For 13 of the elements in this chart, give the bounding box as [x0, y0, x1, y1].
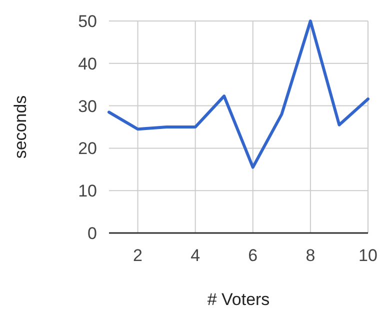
- y-tick-label: 50: [78, 12, 97, 31]
- x-tick-label: 8: [306, 246, 316, 265]
- y-tick-label: 40: [78, 54, 97, 74]
- x-tick-label: 6: [248, 246, 258, 265]
- x-tick-label: 2: [133, 246, 143, 265]
- y-tick-label: 20: [78, 139, 97, 158]
- x-axis-title: # Voters: [207, 290, 270, 309]
- y-tick-label: 30: [78, 96, 97, 116]
- y-tick-label: 10: [78, 182, 97, 201]
- x-tick-label: 4: [190, 246, 200, 265]
- x-tick-label: 10: [358, 246, 378, 265]
- y-tick-label: 0: [88, 224, 97, 243]
- y-axis-title: seconds: [11, 95, 30, 159]
